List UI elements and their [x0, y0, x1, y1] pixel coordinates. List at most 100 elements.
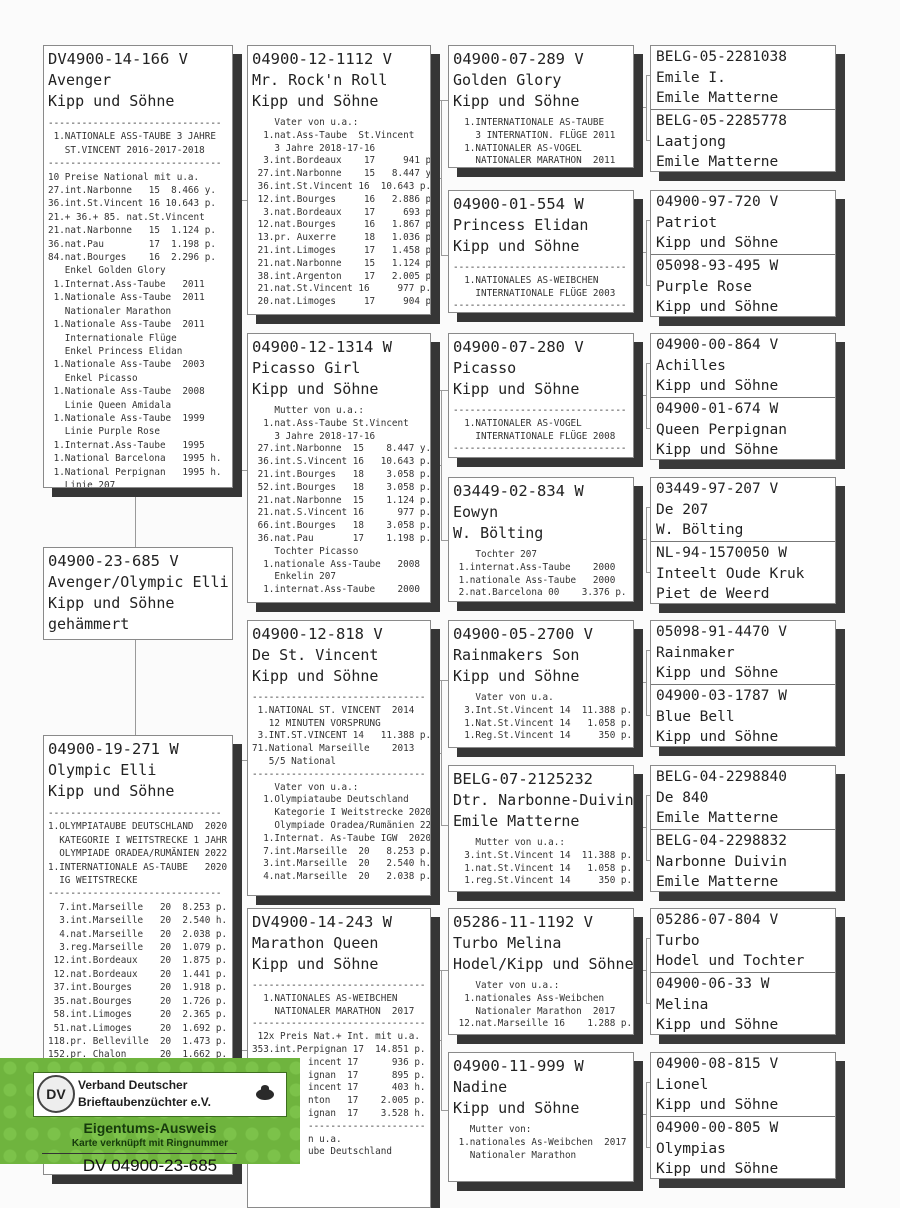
- connector-line: [435, 680, 448, 681]
- achievement-line: 12.int.Bordeaux 20 1.875 p.: [48, 955, 228, 967]
- dashed-separator: -------------------------------: [453, 300, 627, 312]
- divider: [42, 1153, 237, 1154]
- achievement-line: 1.INTERNATIONALE AS-TAUBE 2020: [48, 861, 228, 873]
- pigeon-ring: BELG-05-2281038: [656, 49, 787, 65]
- achievements-list: ------------------------------- 1.OLYMPIA…: [48, 807, 229, 1062]
- pigeon-breeder: Emile Matterne: [656, 810, 779, 826]
- connector-line: [638, 970, 646, 971]
- connector-line: [638, 252, 646, 253]
- pigeon-ring: 05286-07-804 V: [656, 912, 779, 928]
- pigeon-ring: BELG-04-2298840: [656, 769, 787, 785]
- achievement-line: 1.NATIONALES AS-WEIBCHEN: [453, 274, 599, 286]
- pigeon-breeder: Kipp und Söhne: [656, 1161, 779, 1177]
- pigeon-name: De 840: [656, 789, 709, 806]
- org-line-1: Verband Deutscher: [78, 1078, 188, 1092]
- achievements-list: Vater von u.a.: 1.nat.Ass-Taube St.Vince…: [252, 117, 431, 309]
- pigeon-ring: 03449-97-207 V: [656, 481, 779, 497]
- grandparent-pair: 05098-91-4470 V Rainmaker Kipp und Söhne 04…: [650, 620, 836, 747]
- pigeon-name: Rainmaker: [656, 644, 735, 661]
- achievement-line: 1.Internat.Ass-Taube 1995: [48, 439, 205, 451]
- achievement-line: 1.nat.St.Vincent 14 1.058 p.: [453, 862, 633, 874]
- achievement-line: 1.nationales Ass-Weibchen: [453, 992, 605, 1004]
- pigeon-breeder: Kipp und Söhne: [252, 380, 379, 398]
- achievements-list: ------------------------------- 1.NATION…: [48, 117, 229, 488]
- achievement-line: 52.int.Bourges 18 3.058 p.: [252, 481, 431, 493]
- achievement-line: Vater von u.a.:: [252, 117, 359, 128]
- connector-line: [135, 488, 136, 547]
- achievement-line: ube Deutschland: [252, 1146, 392, 1158]
- pigeon-ring: 04900-01-674 W: [656, 401, 779, 417]
- connector-line: [646, 507, 650, 508]
- achievement-line: 1.NATIONALE ASS-TAUBE 3 JAHRE: [48, 131, 216, 143]
- pigeon-name: Avenger/Olympic Elli: [48, 573, 229, 591]
- connector-line: [646, 363, 647, 428]
- connector-line: [233, 470, 247, 471]
- pigeon-ring: 04900-07-280 V: [453, 338, 584, 356]
- grandparent-pair: 04900-97-720 V Patriot Kipp und Söhne 05098…: [650, 190, 836, 317]
- achievements-list: ------------------------------- 1.NATION…: [252, 692, 430, 884]
- achievement-line: 7.int.Marseille 20 8.253 p.: [48, 901, 228, 913]
- achievement-line: 66.int.Bourges 18 3.058 p.: [252, 520, 431, 532]
- achievement-line: 3.Int.St.Vincent 14 11.388 p.: [453, 704, 633, 716]
- achievement-line: KATEGORIE I WEITSTRECKE 1 JAHR: [48, 834, 228, 846]
- dashed-separator: -------------------------------: [453, 443, 627, 455]
- pigeon-emblem-icon: [254, 1085, 276, 1101]
- pigeon-ring: 04900-06-33 W: [656, 976, 770, 992]
- dashed-separator: -------------------------------: [252, 1018, 426, 1030]
- pigeon-name: Queen Perpignan: [656, 421, 787, 438]
- achievement-line: 1.Nationale Ass-Taube 2011: [48, 292, 205, 304]
- achievement-line: 1.Nat.St.Vincent 14 1.058 p.: [453, 717, 633, 729]
- grandparent-mother: NL-94-1570050 W Inteelt Oude Kruk Piet de …: [651, 541, 835, 604]
- achievement-line: OLYMPIADE ORADEA/RUMÄNIEN 2022: [48, 848, 228, 860]
- achievement-line: 1.Nationale Ass-Taube 2008: [48, 386, 205, 398]
- connector-line: [646, 1147, 650, 1148]
- achievement-line: 5/5 National: [252, 755, 336, 767]
- achievement-line: INTERNATIONALE FLÜGE 2003: [453, 287, 616, 299]
- achievements-list: Mutter von: 1.nationales As-Weibchen 201…: [453, 1124, 630, 1162]
- achievement-line: 21.+ 36.+ 85. nat.St.Vincent: [48, 211, 205, 223]
- pigeon-breeder: Kipp und Söhne: [656, 442, 779, 458]
- pigeon-name: Achilles: [656, 357, 726, 374]
- achievement-line: 10 Preise National mit u.a.: [48, 171, 200, 183]
- pigeon-name: Marathon Queen: [252, 934, 379, 952]
- achievement-line: Linie Purple Rose: [48, 426, 160, 438]
- achievement-line: incent 17 936 p.: [252, 1056, 426, 1068]
- connector-line: [436, 752, 442, 754]
- achievement-line: 1.NATIONAL ST. VINCENT 2014: [252, 704, 415, 716]
- pigeon-breeder: Kipp und Söhne: [656, 378, 779, 394]
- grandparent-pair: BELG-04-2298840 De 840 Emile Matterne BELG-…: [650, 765, 836, 892]
- grandparent-pair: BELG-05-2281038 Emile I. Emile Matterne BEL…: [650, 45, 836, 172]
- pigeon-breeder: W. Bölting: [656, 522, 744, 538]
- pigeon-name: Narbonne Duivin: [656, 853, 787, 870]
- achievement-line: 21.nat.St.Vincent 16 977 p.: [252, 283, 431, 295]
- achievement-line: Enkelin 207: [252, 571, 336, 583]
- achievement-line: 1.nat.Ass-Taube St.Vincent: [252, 417, 409, 429]
- connector-line: [435, 100, 448, 101]
- achievement-line: 27.int.Narbonne 15 8.466 y.: [48, 185, 216, 197]
- achievement-line: 84.nat.Bourges 16 2.296 p.: [48, 252, 216, 264]
- achievement-line: 1.internat.Ass-Taube 2000: [453, 561, 616, 573]
- pigeon-name: Purple Rose: [656, 278, 753, 295]
- achievement-line: Linie 207: [48, 479, 116, 488]
- achievement-line: 13.pr. Auxerre 18 1.036 p.: [252, 232, 431, 244]
- pigeon-ring: 04900-08-815 V: [656, 1056, 779, 1072]
- connector-line: [436, 1040, 442, 1041]
- achievement-line: 12 MINUTEN VORSPRUNG: [252, 717, 381, 729]
- achievement-line: 21.int.Limoges 17 1.458 p.: [252, 244, 431, 256]
- achievement-line: 1.Internat.Ass-Taube 2011: [48, 278, 205, 290]
- connector-line: [646, 795, 647, 860]
- pigeon-ring: 04900-00-805 W: [656, 1120, 779, 1136]
- achievement-line: 36.nat.Pau 17 1.198 p.: [48, 238, 216, 250]
- grandparent-mother: 04900-00-805 W Olympias Kipp und Söhne: [651, 1116, 835, 1179]
- pigeon-breeder: Kipp und Söhne: [656, 1017, 779, 1033]
- pigeon-name: Blue Bell: [656, 708, 735, 725]
- pigeon-ring: NL-94-1570050 W: [656, 545, 787, 561]
- achievement-line: 36.nat.Pau 17 1.198 p.: [252, 532, 431, 544]
- achievement-line: 1.OLYMPIATAUBE DEUTSCHLAND 2020: [48, 821, 228, 833]
- card-title: Eigentums-Ausweis: [83, 1120, 217, 1136]
- achievement-line: Vater von u.a.:: [252, 781, 359, 793]
- dashed-separator: ---------------------: [252, 1120, 426, 1132]
- achievement-line: 3.int.Marseille 20 2.540 h.: [48, 915, 228, 927]
- pigeon-ring: DV4900-14-166 V: [48, 50, 188, 68]
- connector-line: [441, 825, 448, 826]
